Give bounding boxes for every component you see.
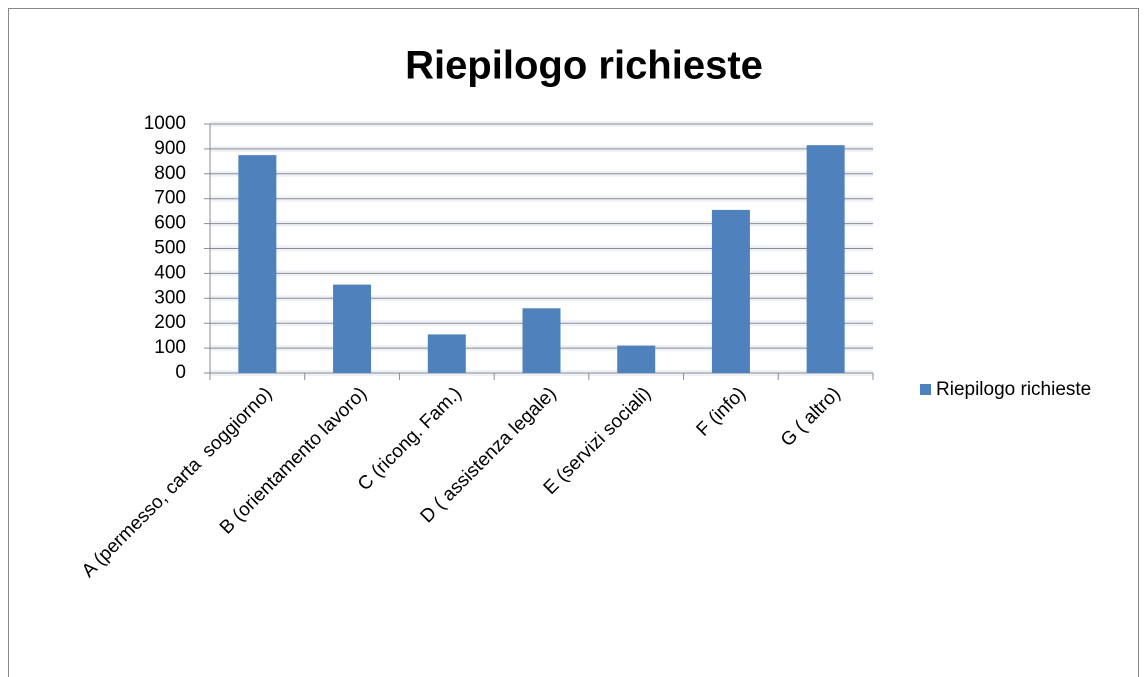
legend-label: Riepilogo richieste xyxy=(936,379,1091,400)
bar xyxy=(617,345,656,373)
chart-title: Riepilogo richieste xyxy=(405,44,763,88)
chart-border xyxy=(8,8,1139,677)
bar xyxy=(806,145,845,373)
bar xyxy=(522,308,561,373)
bar xyxy=(427,334,466,373)
y-tick-label: 400 xyxy=(154,262,186,283)
y-tick-label: 700 xyxy=(154,188,186,209)
bar xyxy=(711,209,750,373)
y-tick-label: 500 xyxy=(154,238,186,259)
bar xyxy=(333,284,372,373)
legend-swatch xyxy=(920,384,931,395)
bar xyxy=(238,155,277,373)
y-tick-label: 900 xyxy=(154,138,186,159)
y-tick-label: 100 xyxy=(154,337,186,358)
y-tick-label: 0 xyxy=(175,362,186,383)
y-tick-label: 800 xyxy=(154,163,186,184)
y-tick-label: 300 xyxy=(154,287,186,308)
y-tick-label: 600 xyxy=(154,213,186,234)
y-tick-label: 200 xyxy=(154,312,186,333)
y-tick-label: 1000 xyxy=(144,113,186,134)
